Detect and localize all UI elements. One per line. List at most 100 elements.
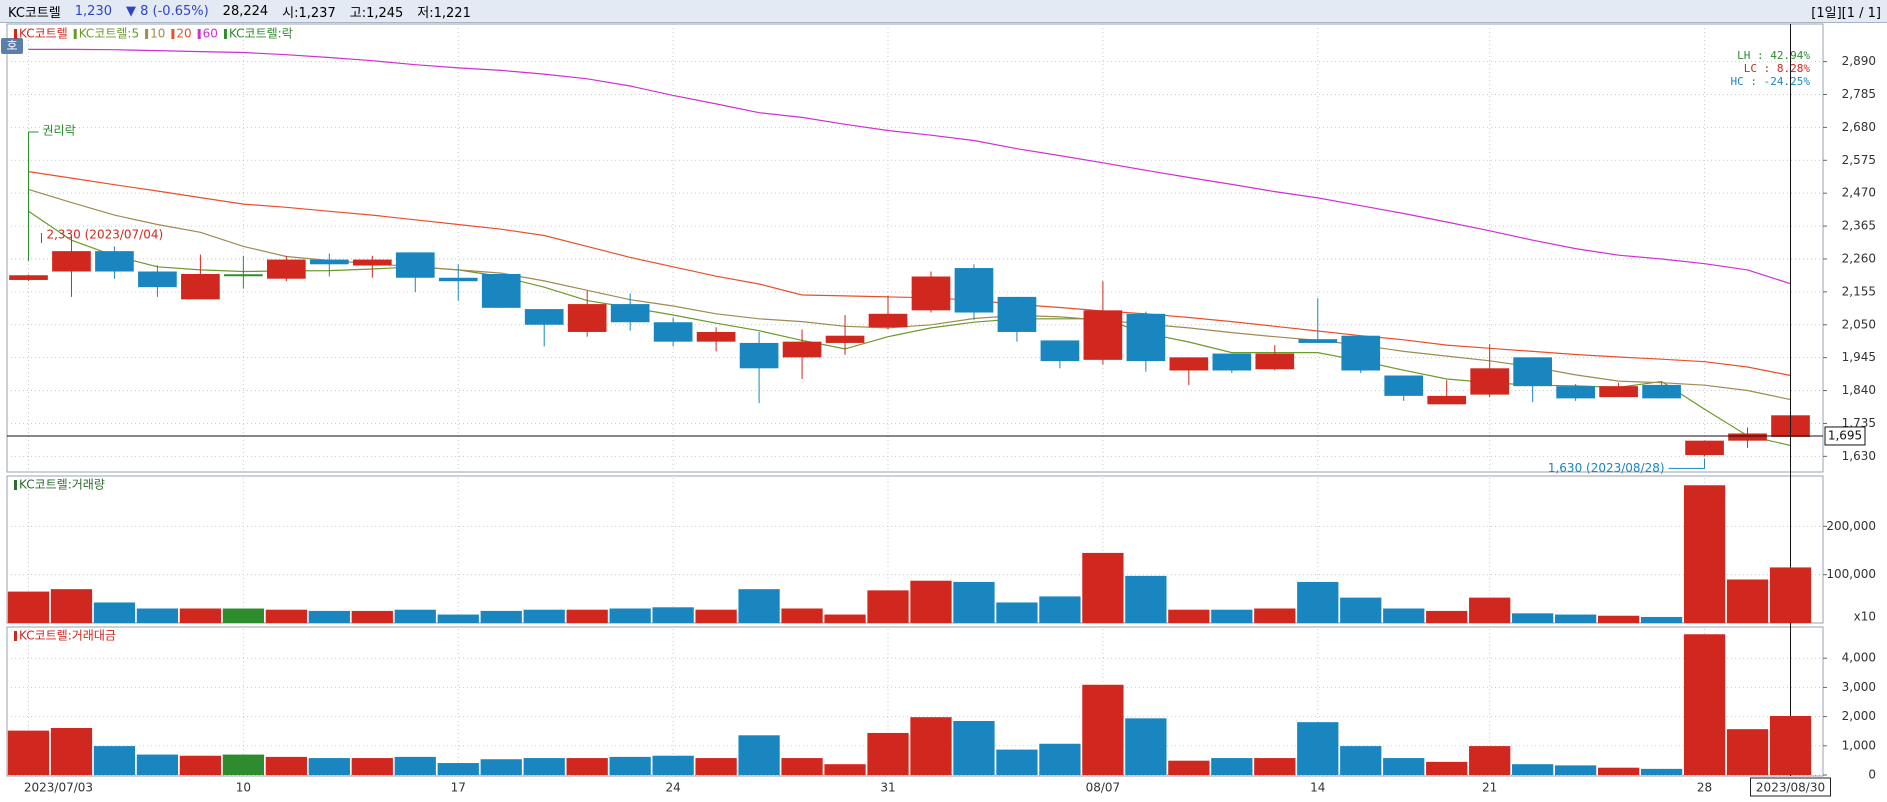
bar (1769, 567, 1812, 623)
bar (953, 581, 995, 623)
x-tick-label: 31 (880, 781, 895, 795)
y-tick-label: 1,000 (1842, 738, 1876, 752)
change: ▼ 8 (-0.65%) (126, 3, 209, 19)
price-panel (6, 23, 1824, 473)
candle-body (1169, 357, 1209, 371)
mode-button[interactable] (1, 38, 23, 54)
moving-average-line (28, 210, 1791, 446)
bar (609, 756, 651, 775)
bar (695, 758, 737, 775)
candle-body (224, 274, 263, 277)
bar (695, 609, 737, 623)
candle-body (524, 309, 564, 325)
y-tick-label: 3,000 (1842, 680, 1876, 694)
y-tick-label: 2,680 (1842, 120, 1876, 134)
value-panel (6, 626, 1824, 777)
bar (50, 727, 93, 775)
x-cursor-box (1750, 777, 1832, 797)
candle-body (352, 259, 392, 266)
bar (351, 610, 393, 623)
bar (50, 589, 93, 623)
legend-swatch (14, 631, 17, 641)
bar (1469, 746, 1511, 775)
x-tick-label: 17 (451, 781, 466, 795)
mode-button-label[interactable]: 호 (6, 39, 17, 53)
legend-swatch (14, 29, 17, 39)
y-tick-label: 200,000 (1826, 519, 1876, 533)
bar (523, 758, 565, 775)
price: 1,230 (74, 3, 112, 19)
bar (1512, 613, 1554, 623)
bar (1125, 718, 1167, 775)
candle-body (610, 304, 650, 323)
candle-body (739, 342, 779, 369)
y-tick-label: 2,890 (1842, 54, 1876, 68)
bar (394, 756, 436, 775)
bar (1168, 609, 1210, 623)
bar (93, 746, 136, 775)
y-tick-label: 2,155 (1842, 284, 1876, 298)
stock-name: KC코트렐 (8, 5, 61, 21)
x-tick-label: 21 (1482, 781, 1497, 795)
bar (265, 609, 307, 623)
bar (1297, 722, 1339, 775)
low: 저:1,221 (417, 5, 471, 21)
bar (824, 614, 866, 623)
bar (1340, 746, 1382, 775)
moving-average-line (28, 171, 1791, 377)
annotation: 1,630 (2023/08/28) (1548, 461, 1665, 475)
bar (1640, 616, 1683, 623)
bar (1597, 767, 1640, 775)
x-tick-label: 08/07 (1086, 781, 1121, 795)
bar (1082, 684, 1124, 775)
bar (136, 754, 179, 775)
candle-body (653, 322, 693, 342)
unit-label: x10 (1854, 610, 1876, 624)
moving-average-line (28, 48, 1791, 285)
x-tick-label: 14 (1310, 781, 1325, 795)
candle-body (1427, 395, 1467, 405)
bar (867, 732, 909, 775)
bar (1082, 552, 1124, 623)
panel-title: KC코트렐:거래량 (19, 478, 105, 492)
y-tick-label: 2,575 (1842, 153, 1876, 167)
panel-title: KC코트렐:거래대금 (19, 629, 116, 643)
legend-label: 60 (203, 27, 218, 41)
candle-body (1083, 310, 1123, 360)
x-tick-label: 10 (236, 781, 251, 795)
y-tick-label: 1,840 (1842, 383, 1876, 397)
bar (652, 755, 694, 775)
y-tick-label: 1,630 (1842, 449, 1876, 463)
bar (996, 749, 1038, 775)
bar (179, 608, 222, 623)
candle-body (868, 313, 908, 328)
candle-body (1556, 386, 1595, 399)
y-tick-label: 2,785 (1842, 87, 1876, 101)
bar (996, 602, 1038, 623)
bar (1168, 760, 1210, 775)
legend-label: KC코트렐:락 (229, 27, 293, 41)
candle-body (1513, 357, 1552, 387)
bar (437, 614, 479, 623)
candle-body (309, 259, 349, 265)
header-bar: KC코트렐 1,230 ▼ 8 (-0.65%) 28,224 시:1,237 … (0, 0, 1887, 23)
bar (738, 735, 780, 775)
candle-body (1298, 339, 1338, 343)
candle-body (438, 277, 478, 282)
stat-text: LC : 8.28% (1744, 62, 1811, 75)
bar (1211, 609, 1253, 623)
candle-body (782, 341, 822, 358)
candle-body (911, 276, 951, 311)
bar (1769, 716, 1812, 775)
candle-body (52, 251, 91, 272)
bar (1254, 758, 1296, 775)
bar (1039, 596, 1081, 623)
legend-label: KC코트렐 (19, 27, 68, 41)
bar (867, 590, 909, 623)
period[interactable]: [1일][1 / 1] (1811, 5, 1881, 21)
y-tick-label: 2,365 (1842, 219, 1876, 233)
bar (394, 609, 436, 623)
bar (910, 717, 952, 775)
bar (566, 609, 608, 623)
legend-swatch (223, 29, 227, 39)
